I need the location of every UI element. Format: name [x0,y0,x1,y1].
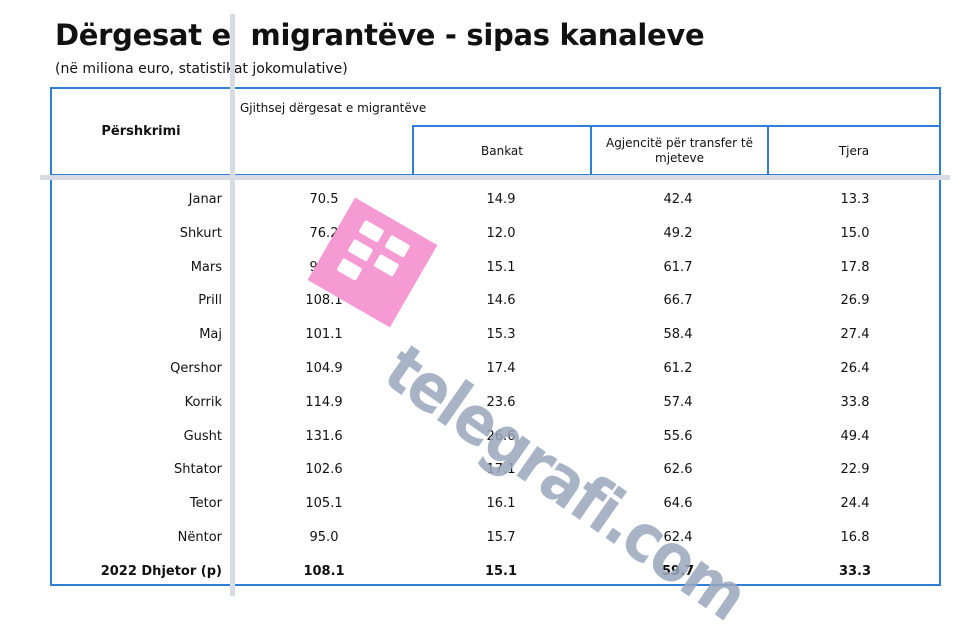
cell-month: Mars [190,259,222,275]
header-group-total: Gjithsej dërgesat e migrantëve [230,89,939,127]
cell-total: 131.6 [305,428,343,444]
cell-month: Shkurt [179,225,222,241]
cell-total: 105.1 [305,496,343,512]
cell-total: 102.6 [305,462,343,478]
table-row: Mars94.715.161.717.8 [52,252,939,286]
cell-total: 95.0 [309,530,339,545]
cell-total: 108.1 [303,563,345,579]
cell-other: 33.3 [838,563,872,579]
cell-month: Janar [188,192,222,207]
cell-other: 33.8 [840,394,870,410]
remittances-table: Përshkrimi Gjithsej dërgesat e migrantëv… [50,87,941,586]
table-row: Prill 108.1 14.6 66.7 26.9 [52,285,939,319]
cell-agencies: 61.2 [663,361,693,376]
cell-banks: 12.0 [486,225,516,241]
cell-agencies: 57.4 [663,394,693,410]
cell-month: Prill [198,293,222,309]
cell-agencies: 58.4 [663,327,693,343]
cell-agencies: 66.7 [663,293,693,309]
vertical-guide-line [230,14,235,596]
cell-banks: 17.4 [486,361,516,376]
cell-banks: 15.1 [484,563,518,579]
cell-banks: 15.1 [486,259,516,275]
table-row: Gusht 131.6 26.6 55.6 49.4 [52,421,939,455]
cell-agencies: 64.6 [663,496,693,512]
cell-other: 17.8 [840,259,870,275]
cell-other: 13.3 [840,192,870,207]
cell-month: Korrik [184,394,222,410]
page-subtitle: (në miliona euro, statistikat jokomulati… [55,61,348,77]
cell-total: 108.1 [305,293,343,309]
cell-banks: 23.6 [486,394,516,410]
cell-other: 24.4 [840,496,870,512]
cell-month: Tetor [189,496,222,512]
table-row: Shtator 102.6 17.1 62.6 22.9 [52,454,939,488]
cell-month: Qershor [170,361,222,376]
cell-other: 26.9 [840,293,870,309]
cell-banks: 15.7 [486,530,516,545]
cell-agencies: 49.2 [663,225,693,241]
cell-agencies: 62.4 [663,530,693,545]
table-row: Janar 70.5 14.9 42.4 13.3 [52,184,939,218]
cell-agencies: 62.6 [663,462,693,478]
cell-month: Nëntor [177,530,222,545]
header-total-blank [230,127,412,176]
cell-total: 70.5 [309,192,339,207]
cell-other: 16.8 [840,530,870,545]
header-agencies: Agjencitë për transfer të mjeteve [590,125,767,176]
cell-other: 15.0 [840,225,870,241]
horizontal-guide-line [40,175,950,180]
table-row: Nëntor 95.0 15.7 62.4 16.8 [52,522,939,556]
cell-other: 49.4 [840,428,870,444]
table-row: Qershor 104.9 17.4 61.2 26.4 [52,353,939,387]
cell-month: 2022 Dhjetor (p) [100,563,222,579]
cell-month: Shtator [174,462,222,478]
table-row: Maj 101.1 15.3 58.4 27.4 [52,319,939,353]
header-other: Tjera [767,125,939,176]
cell-agencies: 55.6 [663,428,693,444]
table-row: Korrik 114.9 23.6 57.4 33.8 [52,387,939,421]
cell-other: 27.4 [840,327,870,343]
cell-total: 114.9 [305,394,343,410]
cell-agencies: 59.7 [661,563,695,579]
cell-banks: 17.1 [486,462,516,478]
cell-agencies: 42.4 [663,192,693,207]
cell-banks: 26.6 [486,428,516,444]
cell-total: 104.9 [305,361,343,376]
cell-other: 26.4 [840,361,870,376]
cell-banks: 14.6 [486,293,516,309]
header-banks: Bankat [412,125,590,176]
page-title: Dërgesat e migrantëve - sipas kanaleve [55,18,705,52]
cell-banks: 15.3 [486,327,516,343]
cell-total: 101.1 [305,327,343,343]
table-row: 2022 Dhjetor (p) 108.1 15.1 59.7 33.3 [52,556,939,590]
header-description: Përshkrimi [52,89,230,176]
table-row: Shkurt 76.2 12.0 49.2 15.0 [52,218,939,252]
cell-agencies: 61.7 [663,259,693,275]
cell-month: Gusht [183,428,222,444]
cell-month: Maj [199,327,222,343]
table-row: Tetor 105.1 16.1 64.6 24.4 [52,488,939,522]
cell-banks: 14.9 [486,192,516,207]
cell-banks: 16.1 [486,496,516,512]
cell-other: 22.9 [840,462,870,478]
